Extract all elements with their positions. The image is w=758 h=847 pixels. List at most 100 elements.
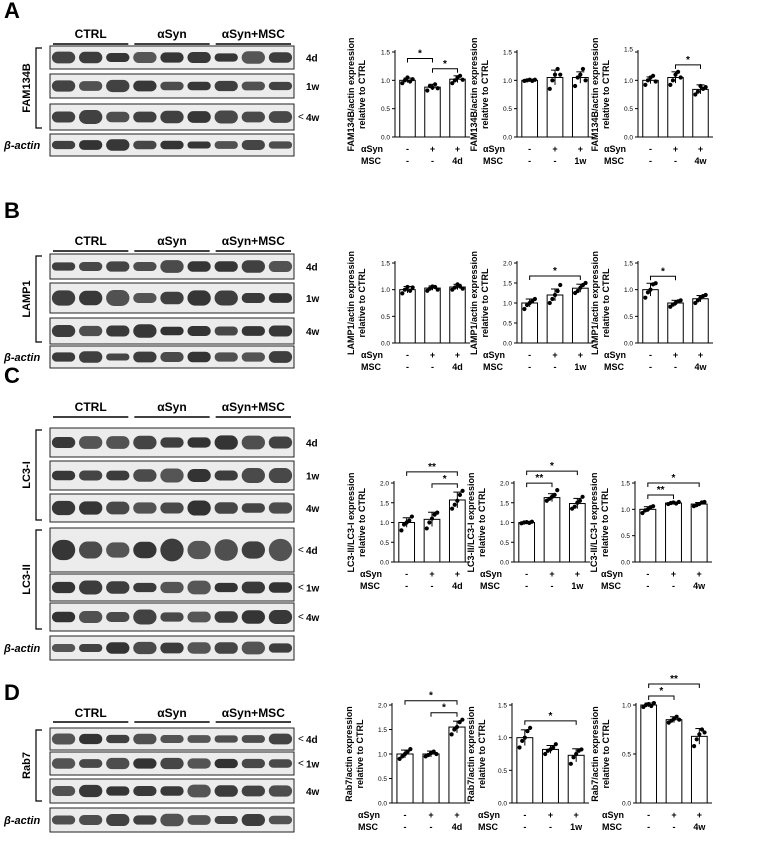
data-point [678, 298, 683, 303]
blot-band [187, 141, 211, 149]
data-point [676, 499, 681, 505]
blot-band [214, 502, 238, 514]
y-tick-label: 0.5 [503, 321, 512, 328]
bar [665, 502, 682, 563]
y-tick-label: 1.5 [503, 50, 512, 57]
significance-label: ** [657, 485, 665, 496]
data-point [675, 69, 681, 74]
bar [521, 79, 539, 138]
blot-band [241, 814, 265, 826]
row-label-asyn: αSyn [360, 569, 382, 579]
blot-band [51, 733, 76, 745]
data-point [583, 280, 588, 286]
msc-sign: - [674, 362, 677, 372]
y-tick-label: 0.5 [621, 533, 630, 540]
y-axis-label: relative to CTRL [601, 268, 611, 338]
data-point [678, 75, 683, 80]
blot-band [214, 582, 238, 593]
bar [667, 302, 684, 344]
msc-sign: - [672, 581, 675, 591]
asyn-sign: + [575, 569, 580, 579]
data-point [525, 729, 530, 734]
data-point [697, 732, 702, 737]
blot-band [214, 290, 238, 306]
blot-band [133, 609, 157, 625]
blot-strip [49, 103, 295, 131]
blot-strip [49, 317, 295, 345]
bar [665, 719, 683, 804]
data-point [650, 73, 656, 78]
y-tick-label: 1.0 [503, 301, 512, 308]
blot-band [51, 111, 76, 123]
data-point [673, 72, 678, 77]
blot-band [51, 786, 76, 796]
blot-strip [49, 602, 295, 632]
row-label-asyn: αSyn [480, 569, 502, 579]
blot-band [79, 580, 103, 595]
significance-bracket [650, 275, 676, 281]
y-tick-label: 1.0 [380, 520, 389, 527]
data-point [400, 754, 405, 759]
row-label-msc: MSC [480, 581, 501, 591]
blot-strip [49, 778, 295, 804]
data-point [543, 751, 548, 757]
significance-label: * [672, 473, 676, 484]
blot-band [241, 785, 265, 797]
blot-band [79, 784, 103, 798]
significance-bracket [529, 275, 581, 280]
blot-band [268, 538, 293, 562]
timepoint-label: 4w [306, 327, 320, 338]
data-point [555, 66, 560, 72]
bar-chart-b-2: 0.0 0.5 1.0 1.5 2.0 LAMP1/actin expression rel… [469, 251, 593, 372]
data-point [552, 72, 558, 77]
y-tick-label: 0.5 [381, 106, 390, 113]
blot-band [241, 260, 265, 273]
blot-band [51, 758, 76, 769]
y-tick-label: 0.0 [503, 135, 512, 142]
blot-band [214, 141, 238, 149]
blot-strip [49, 635, 295, 661]
blot-band [106, 53, 130, 62]
y-axis-label: LC3-II/LC3-I expression [346, 472, 356, 572]
data-point [648, 287, 653, 292]
blot-band [106, 813, 130, 827]
blot-strip [49, 727, 295, 751]
lane-group-label: αSyn [157, 234, 186, 248]
data-point [702, 730, 707, 735]
blot-band [241, 758, 265, 769]
data-point [577, 498, 583, 503]
blot-band [133, 293, 157, 303]
blot-band [187, 815, 211, 825]
significance-bracket [647, 494, 674, 499]
y-tick-label: 1.0 [381, 287, 390, 294]
significance-label: * [549, 711, 553, 722]
blot-band [133, 502, 157, 514]
bar-chart-a-1: 0.0 0.5 1.0 1.5 FAM134B/actin expression rela… [346, 37, 470, 166]
blot-band [160, 52, 184, 63]
timepoint-label: 4w [306, 113, 320, 124]
asyn-sign: + [552, 350, 557, 360]
bar-chart-b-1: 0.0 0.5 1.0 1.5 LAMP1/actin expression relati… [346, 251, 470, 372]
asyn-sign: - [528, 144, 531, 154]
significance-label: * [429, 691, 433, 702]
data-point [429, 516, 435, 521]
data-point [532, 296, 538, 302]
msc-sign: 4w [693, 581, 706, 591]
significance-label: * [661, 266, 665, 277]
y-tick-label: 2.0 [380, 481, 389, 488]
data-point [575, 288, 580, 294]
lane-group-label: CTRL [75, 234, 107, 248]
significance-label: ** [428, 462, 436, 473]
msc-sign: 4d [452, 156, 463, 166]
data-point [402, 287, 408, 292]
band-arrow: < [298, 734, 304, 745]
msc-sign: 1w [574, 362, 587, 372]
blot-strip [49, 253, 295, 280]
blot-band [160, 110, 184, 124]
panel-a: A CTRL αSyn αSyn+MSC FAM134B 4d 1w < 4w β-actin [3, 0, 320, 157]
blot-band [51, 51, 76, 64]
data-point [528, 725, 533, 730]
data-point [580, 494, 585, 499]
blot-band [268, 81, 293, 91]
